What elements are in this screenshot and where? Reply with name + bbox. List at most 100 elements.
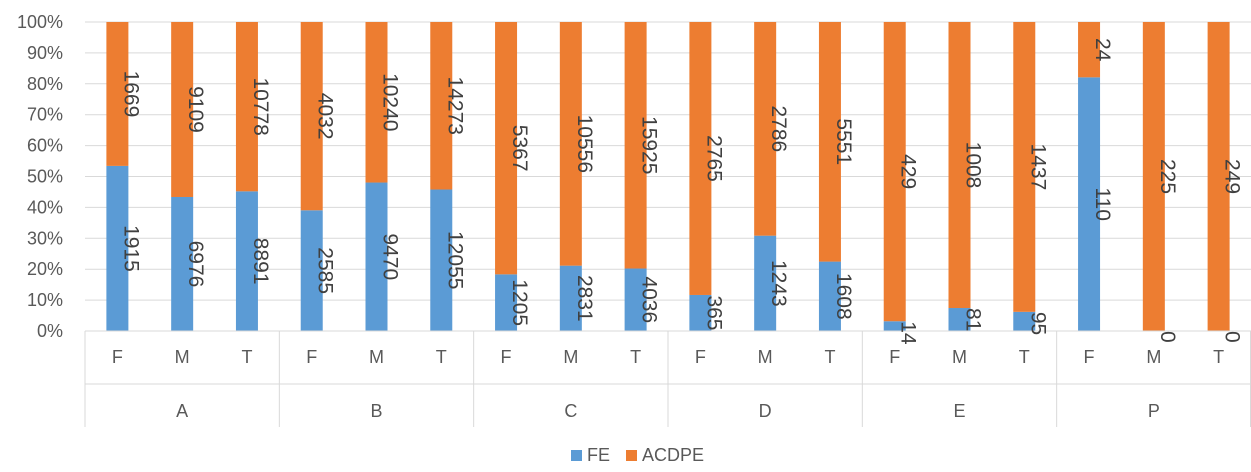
x-category-label: M <box>175 347 190 367</box>
data-label-fe: 14 <box>897 321 920 345</box>
bar-segment-acdpe <box>1142 22 1165 331</box>
data-label-acdpe: 1437 <box>1026 144 1049 191</box>
x-category-label: T <box>1019 347 1030 367</box>
data-label-acdpe: 14273 <box>443 77 466 135</box>
data-label-fe: 110 <box>1091 187 1114 220</box>
bar-segment-fe <box>948 308 971 331</box>
bar-segment-fe <box>171 196 194 331</box>
bar-segment-fe <box>689 294 712 331</box>
data-label-acdpe: 1008 <box>962 142 985 189</box>
data-labels: 1915 1669 6976 9109 8891 10778 2585 4032 9470 102… <box>119 38 1243 345</box>
data-label-acdpe: 4032 <box>314 93 337 140</box>
data-label-acdpe: 5551 <box>832 118 855 165</box>
x-category-label: T <box>436 347 447 367</box>
y-tick-label: 10% <box>27 290 63 310</box>
bar-segment-fe <box>818 261 841 331</box>
y-tick-label: 20% <box>27 259 63 279</box>
y-tick-label: 30% <box>27 228 63 248</box>
data-label-acdpe: 5367 <box>508 125 531 172</box>
x-category-label: T <box>241 347 252 367</box>
x-category-label: M <box>563 347 578 367</box>
data-label-fe: 4036 <box>638 276 661 323</box>
bar-segment-acdpe <box>559 22 582 266</box>
bar-segment-acdpe <box>300 22 323 211</box>
y-tick-label: 70% <box>27 105 63 125</box>
bar-segment-acdpe <box>689 22 712 295</box>
bar-segment-acdpe <box>430 22 453 190</box>
data-label-fe: 2585 <box>314 247 337 294</box>
bar-segment-fe <box>495 274 518 331</box>
data-label-fe: 9470 <box>379 233 402 280</box>
x-axis: F M T A F M T B F M T C F M T D F M T E F M T P <box>84 330 1251 427</box>
bar-segment-fe <box>883 321 906 331</box>
data-label-acdpe: 10240 <box>379 73 402 131</box>
data-label-acdpe: 249 <box>1221 159 1244 194</box>
data-label-fe: 365 <box>702 295 725 330</box>
x-group-label: E <box>953 401 965 421</box>
x-category-label: M <box>1146 347 1161 367</box>
data-label-acdpe: 24 <box>1091 38 1114 62</box>
bar-segment-acdpe <box>106 22 129 166</box>
legend-label-fe: FE <box>587 445 610 465</box>
y-tick-label: 90% <box>27 43 63 63</box>
data-label-acdpe: 10778 <box>249 77 272 135</box>
x-category-label: F <box>1084 347 1095 367</box>
x-category-label: F <box>112 347 123 367</box>
legend-label-acdpe: ACDPE <box>642 445 704 465</box>
x-category-label: F <box>501 347 512 367</box>
legend-swatch-acdpe <box>626 450 637 461</box>
y-tick-label: 0% <box>37 321 63 341</box>
bar-segment-acdpe <box>818 22 841 262</box>
bar-segment-fe <box>300 210 323 331</box>
bar-segment-fe <box>1078 77 1101 331</box>
bar-segment-acdpe <box>624 22 647 269</box>
bar-segment-acdpe <box>365 22 388 183</box>
data-label-fe: 12055 <box>443 231 466 289</box>
y-tick-label: 80% <box>27 74 63 94</box>
data-label-fe: 6976 <box>184 241 207 288</box>
y-tick-label: 100% <box>17 12 63 32</box>
data-label-fe: 0 <box>1156 331 1179 343</box>
data-label-fe: 8891 <box>249 238 272 285</box>
x-category-label: F <box>306 347 317 367</box>
bar-segment-acdpe <box>235 22 258 192</box>
bar-segment-acdpe <box>1013 22 1036 312</box>
data-label-fe: 1608 <box>832 273 855 320</box>
bar-segment-fe <box>1013 311 1036 331</box>
x-category-label: F <box>695 347 706 367</box>
x-group-label: C <box>564 401 577 421</box>
bar-segment-acdpe <box>1207 22 1230 331</box>
bar-segment-acdpe <box>1078 22 1101 78</box>
bar-segment-fe <box>754 235 777 331</box>
data-label-acdpe: 2765 <box>702 135 725 182</box>
data-label-acdpe: 429 <box>897 154 920 189</box>
bar-segment-acdpe <box>754 22 777 236</box>
x-group-label: P <box>1148 401 1160 421</box>
bar-segment-acdpe <box>948 22 971 309</box>
legend-swatch-fe <box>571 450 582 461</box>
bar-segment-acdpe <box>883 22 906 322</box>
x-group-label: B <box>370 401 382 421</box>
data-label-fe: 0 <box>1221 331 1244 343</box>
bars <box>106 22 1230 331</box>
x-category-label: M <box>758 347 773 367</box>
bar-segment-fe <box>430 189 453 331</box>
data-label-acdpe: 225 <box>1156 159 1179 194</box>
y-tick-label: 60% <box>27 136 63 156</box>
x-category-label: M <box>952 347 967 367</box>
data-label-fe: 95 <box>1026 312 1049 335</box>
x-category-label: T <box>824 347 835 367</box>
bar-segment-fe <box>106 165 129 331</box>
data-label-fe: 2831 <box>573 275 596 322</box>
legend: FE ACDPE <box>571 445 704 465</box>
bar-segment-fe <box>559 265 582 331</box>
data-label-acdpe: 1669 <box>119 71 142 118</box>
data-label-fe: 1243 <box>767 260 790 307</box>
bar-segment-fe <box>235 191 258 331</box>
bar-segment-fe <box>365 182 388 331</box>
x-category-label: T <box>1213 347 1224 367</box>
y-axis-tick-labels: 0% 10% 20% 30% 40% 50% 60% 70% 80% 90% 100% <box>17 12 63 341</box>
x-category-label: F <box>889 347 900 367</box>
bar-segment-acdpe <box>495 22 518 275</box>
